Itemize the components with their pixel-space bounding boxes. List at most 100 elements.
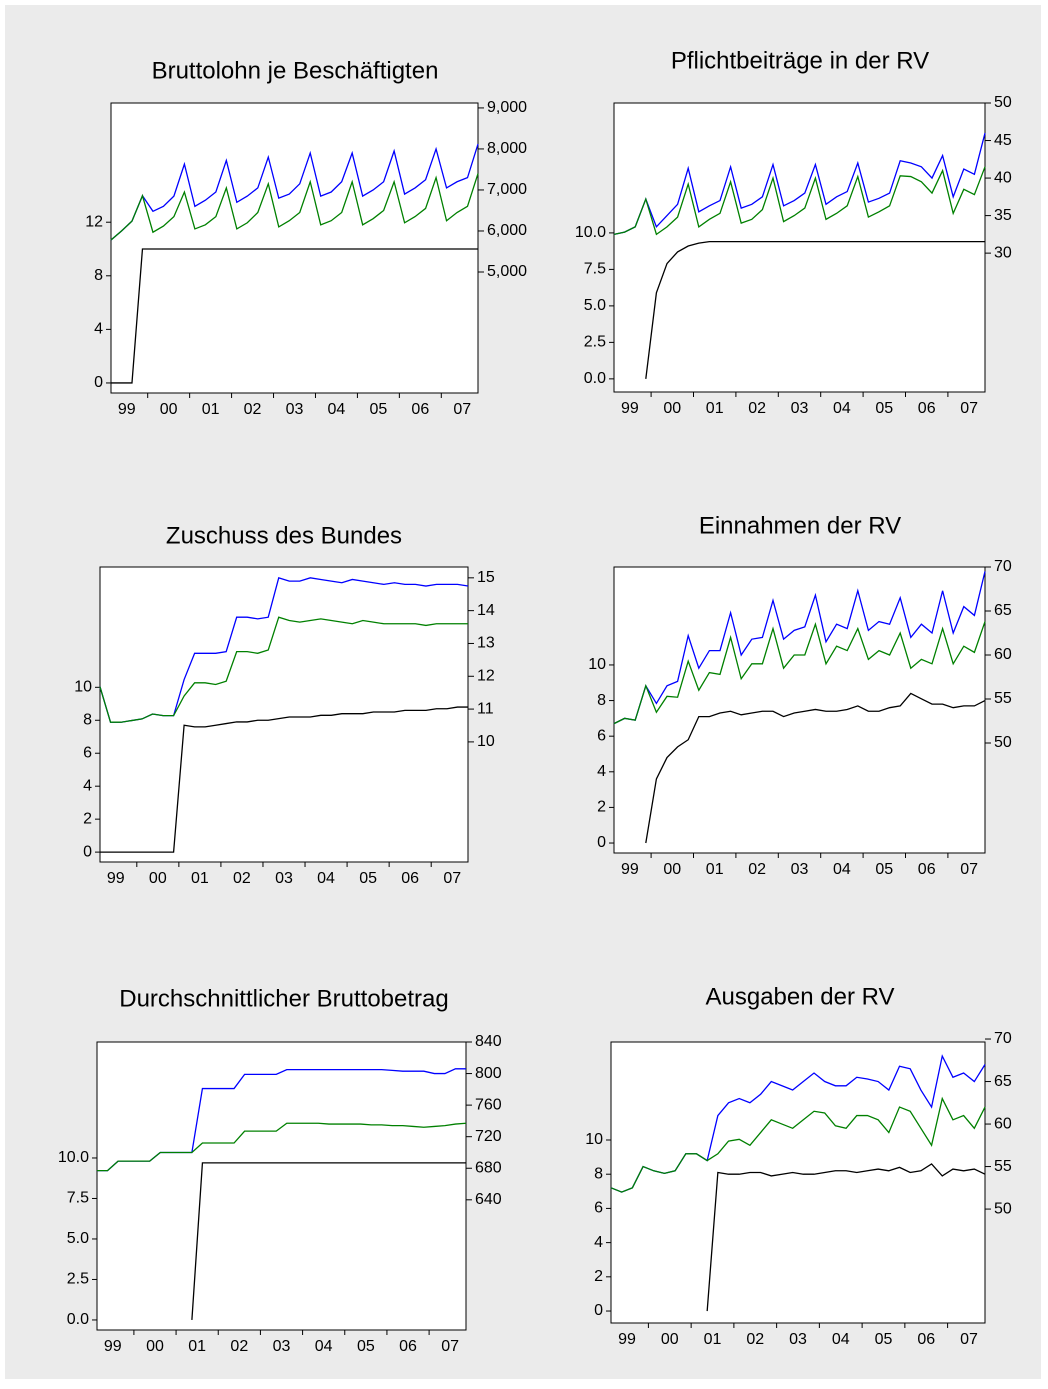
y2-tick-label: 35 — [994, 207, 1012, 224]
x-tick-label: 00 — [160, 401, 178, 418]
y2-tick-label: 70 — [994, 558, 1012, 575]
plot-area — [110, 102, 479, 394]
y-tick-label: 2 — [594, 1268, 603, 1285]
y-tick-label: 5.0 — [67, 1230, 89, 1247]
series-line — [613, 571, 986, 725]
y-tick-label: 2.5 — [67, 1271, 89, 1288]
x-tick-label: 03 — [273, 1338, 291, 1355]
plot-area — [613, 566, 986, 854]
y-tick-label: 8 — [83, 711, 92, 728]
y-tick-label: 0 — [597, 834, 606, 851]
y2-tick-label: 50 — [994, 1200, 1012, 1217]
x-tick-label: 05 — [875, 1331, 893, 1348]
x-tick-label: 05 — [359, 870, 377, 887]
x-tick-label: 06 — [918, 861, 936, 878]
y2-tick-label: 60 — [994, 646, 1012, 663]
y-tick-label: 2 — [597, 799, 606, 816]
y-tick-label: 10 — [74, 679, 92, 696]
series-line — [645, 241, 985, 379]
y-tick-label: 6 — [597, 727, 606, 744]
y2-tick-label: 70 — [994, 1030, 1012, 1047]
y-tick-label: 7.5 — [67, 1190, 89, 1207]
x-tick-label: 02 — [746, 1331, 764, 1348]
y-tick-label: 4 — [597, 763, 606, 780]
x-tick-label: 07 — [453, 401, 471, 418]
x-tick-label: 02 — [244, 401, 262, 418]
chart-title: Einnahmen der RV — [699, 512, 901, 539]
x-tick-label: 05 — [357, 1338, 375, 1355]
y2-tick-label: 45 — [994, 132, 1012, 149]
x-tick-label: 03 — [275, 870, 293, 887]
x-tick-label: 99 — [118, 401, 136, 418]
x-tick-label: 06 — [411, 401, 429, 418]
y-tick-label: 4 — [94, 321, 103, 338]
x-tick-label: 06 — [399, 1338, 417, 1355]
y-tick-label: 6 — [83, 744, 92, 761]
series-line — [610, 1096, 986, 1193]
y-tick-label: 10 — [585, 1131, 603, 1148]
y2-tick-label: 840 — [475, 1033, 502, 1050]
x-tick-label: 07 — [441, 1338, 459, 1355]
x-tick-label: 00 — [661, 1331, 679, 1348]
x-tick-label: 00 — [663, 400, 681, 417]
x-tick-label: 07 — [443, 870, 461, 887]
x-tick-label: 07 — [960, 861, 978, 878]
y2-tick-label: 65 — [994, 602, 1012, 619]
series-line — [645, 692, 986, 844]
series-line — [99, 616, 468, 723]
series-line — [706, 1163, 986, 1312]
y2-tick-label: 55 — [994, 1158, 1012, 1175]
x-tick-label: 04 — [328, 401, 346, 418]
x-tick-label: 07 — [960, 400, 978, 417]
y-tick-label: 6 — [594, 1200, 603, 1217]
y2-tick-label: 55 — [994, 690, 1012, 707]
y2-tick-label: 640 — [475, 1191, 502, 1208]
panel: Bruttolohn je Beschäftigten048125,0006,0… — [85, 57, 527, 418]
x-tick-label: 02 — [748, 861, 766, 878]
series-line — [100, 706, 468, 853]
x-tick-label: 01 — [706, 861, 724, 878]
chart-title: Bruttolohn je Beschäftigten — [152, 57, 439, 84]
y2-tick-label: 9,000 — [487, 99, 527, 116]
y-tick-label: 0.0 — [67, 1311, 89, 1328]
y-tick-label: 10 — [588, 656, 606, 673]
chart-title: Zuschuss des Bundes — [166, 522, 402, 549]
x-tick-label: 07 — [960, 1331, 978, 1348]
x-tick-label: 99 — [621, 400, 639, 417]
x-tick-label: 06 — [917, 1331, 935, 1348]
plot-area — [99, 566, 469, 863]
plot-area — [613, 102, 986, 393]
y-tick-label: 8 — [597, 692, 606, 709]
x-tick-label: 01 — [202, 401, 220, 418]
x-tick-label: 04 — [833, 400, 851, 417]
x-tick-label: 06 — [401, 870, 419, 887]
y-tick-label: 0 — [594, 1302, 603, 1319]
x-tick-label: 04 — [317, 870, 335, 887]
y2-tick-label: 720 — [475, 1128, 502, 1145]
x-tick-label: 02 — [748, 400, 766, 417]
y-tick-label: 8 — [94, 267, 103, 284]
plot-area — [610, 1041, 986, 1324]
panel: Durchschnittlicher Bruttobetrag 0.0 2.5 5.0… — [58, 985, 502, 1355]
y-tick-label: 5.0 — [584, 297, 606, 314]
y2-tick-label: 8,000 — [487, 140, 527, 157]
x-tick-label: 01 — [704, 1331, 722, 1348]
y2-tick-label: 13 — [477, 635, 495, 652]
series-line — [613, 132, 986, 235]
chart-title: Durchschnittlicher Bruttobetrag — [119, 985, 448, 1012]
x-tick-label: 06 — [918, 400, 936, 417]
y2-tick-label: 6,000 — [487, 222, 527, 239]
y-tick-label: 12 — [85, 213, 103, 230]
x-tick-label: 03 — [286, 401, 304, 418]
series-line — [613, 621, 986, 725]
y-tick-label: 4 — [594, 1234, 603, 1251]
y2-tick-label: 680 — [475, 1159, 502, 1176]
y2-tick-label: 40 — [994, 169, 1012, 186]
series-line — [110, 143, 479, 241]
series-line — [97, 1122, 467, 1172]
y-tick-label: 7.5 — [584, 261, 606, 278]
panel: Pflichtbeiträge in der RV 0.0 2.5 5.0 7.5 10.… — [575, 47, 1012, 417]
y-tick-label: 0.0 — [584, 370, 606, 387]
